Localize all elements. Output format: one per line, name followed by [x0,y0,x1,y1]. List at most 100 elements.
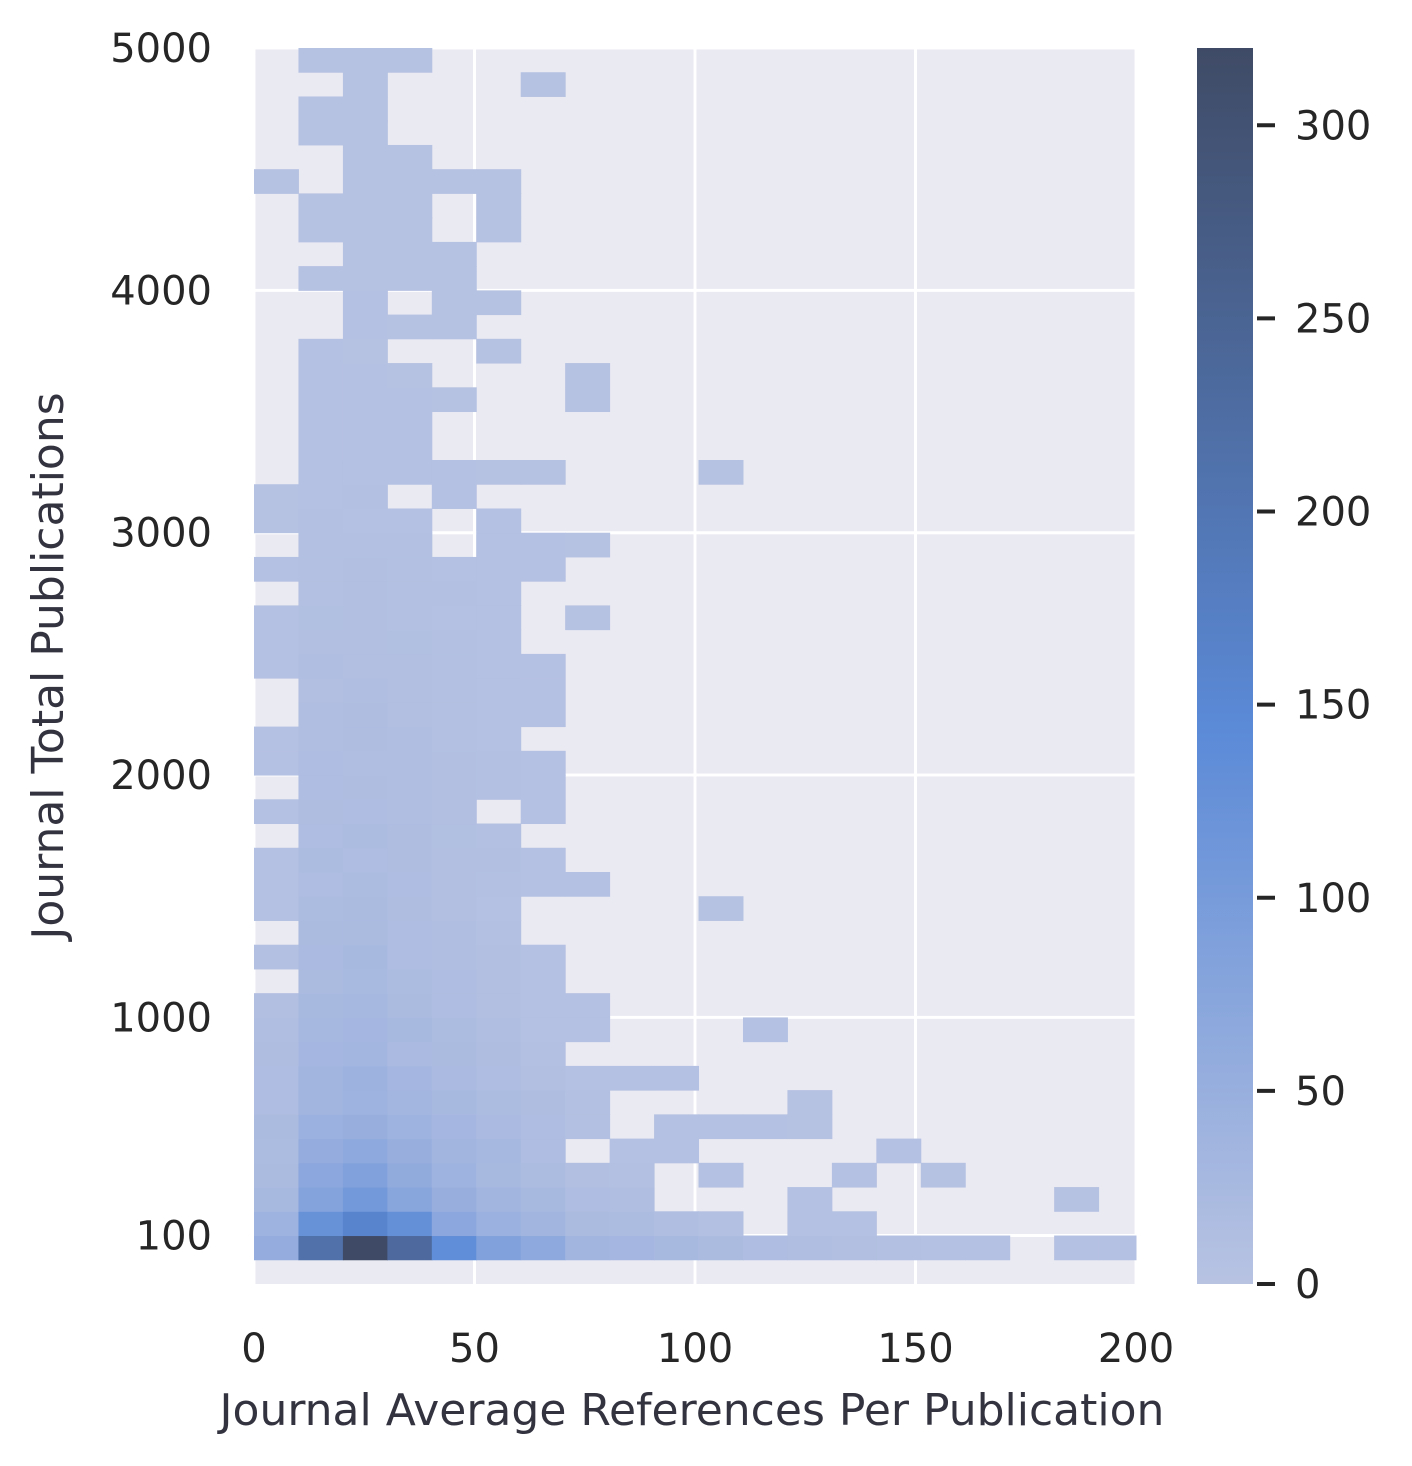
heatmap-cell [298,799,344,825]
colorbar-ticks: 0 50 100 150 200 250 300 [1257,103,1371,1308]
heatmap-cell [876,1235,922,1261]
heatmap-cell [387,1065,433,1091]
heatmap-cell [342,217,388,243]
heatmap-cell [476,678,522,703]
y-axis-ticks: 100 1000 2000 3000 4000 5000 [110,26,212,1260]
heatmap-cell [431,266,477,291]
heatmap-cell [342,241,388,267]
colorbar-tick-label: 300 [1295,103,1371,149]
heatmap-cell [298,726,344,752]
heatmap-cell [431,653,477,679]
heatmap-cell [387,726,433,752]
heatmap-cell [298,435,344,461]
heatmap-cell [431,387,477,413]
heatmap-cell [920,1162,966,1188]
heatmap-cell [387,1041,433,1067]
heatmap-cell [476,1211,522,1237]
heatmap-cell [476,217,522,243]
heatmap-cell [298,678,344,703]
heatmap-cell [476,556,522,582]
heatmap-cell [254,847,299,873]
heatmap-cell [431,1017,477,1043]
heatmap-cell [431,678,477,703]
heatmap-cell [476,1114,522,1140]
heatmap-cell [387,363,433,388]
heatmap-cell [387,532,433,558]
heatmap-cell [254,1162,299,1188]
heatmap-cell [387,169,433,194]
heatmap-cell [298,1162,344,1188]
heatmap-cell [742,1114,788,1140]
heatmap-cell [342,799,388,825]
heatmap-cell [387,387,433,413]
colorbar-tick-label: 150 [1295,683,1371,729]
heatmap-cell [298,702,344,728]
heatmap-cell [298,1235,344,1261]
heatmap-cell [520,872,566,897]
heatmap-cell [298,484,344,509]
colorbar-tick-label: 50 [1295,1069,1346,1115]
heatmap-cell [431,920,477,946]
heatmap-cell [387,872,433,897]
heatmap-cell [387,581,433,606]
heatmap-cell [387,629,433,655]
heatmap-cell [342,508,388,534]
heatmap-cell [342,968,388,994]
heatmap-cell [476,702,522,728]
heatmap-cell [254,629,299,655]
heatmap-cell [431,241,477,267]
heatmap-cell [298,363,344,388]
y-tick-label: 4000 [110,268,212,314]
heatmap-cell [387,1138,433,1164]
heatmap-cell [342,1017,388,1043]
heatmap-cell [254,556,299,582]
heatmap-cell [654,1065,700,1091]
heatmap-cell [431,750,477,776]
heatmap-cell [342,702,388,728]
heatmap-cell [254,508,299,534]
heatmap-cell [565,1017,611,1043]
heatmap-cell [298,605,344,631]
heatmap-cell [431,799,477,825]
colorbar [1197,48,1253,1284]
heatmap-cell [476,169,522,194]
heatmap-cell [609,1187,655,1212]
heatmap-cell [342,193,388,219]
heatmap-cell [387,144,433,170]
heatmap-cell [254,993,299,1018]
heatmap-cell [254,1065,299,1091]
heatmap-cell [298,1211,344,1237]
heatmap-cell [431,1065,477,1091]
heatmap-cell [1054,1187,1100,1212]
heatmap-cell [387,944,433,970]
heatmap-cell [520,1162,566,1188]
heatmap-cell [298,944,344,970]
heatmap-cell [698,460,744,485]
heatmap-cell [254,750,299,776]
heatmap-cell [342,872,388,897]
heatmap-cell [387,48,433,73]
heatmap-cell [787,1211,833,1237]
heatmap-cell [565,1114,611,1140]
heatmap-cell [298,193,344,219]
heatmap-cell [387,1211,433,1237]
heatmap-cell [609,1235,655,1261]
heatmap-cell [431,1138,477,1164]
heatmap-cell [476,460,522,485]
heatmap-cell [520,72,566,97]
heatmap-cell [342,1090,388,1115]
heatmap-cell [565,1187,611,1212]
heatmap-cell [520,532,566,558]
heatmap-cell [387,920,433,946]
heatmap-cell [342,290,388,316]
heatmap-cell [476,775,522,800]
heatmap-cell [387,508,433,534]
heatmap-cell [342,363,388,388]
heatmap-cell [254,1138,299,1164]
heatmap-cell [342,1065,388,1091]
heatmap-cell [787,1235,833,1261]
heatmap-cell [298,266,344,291]
heatmap-cell [476,726,522,752]
heatmap-cell [431,968,477,994]
heatmap-cell [431,847,477,873]
